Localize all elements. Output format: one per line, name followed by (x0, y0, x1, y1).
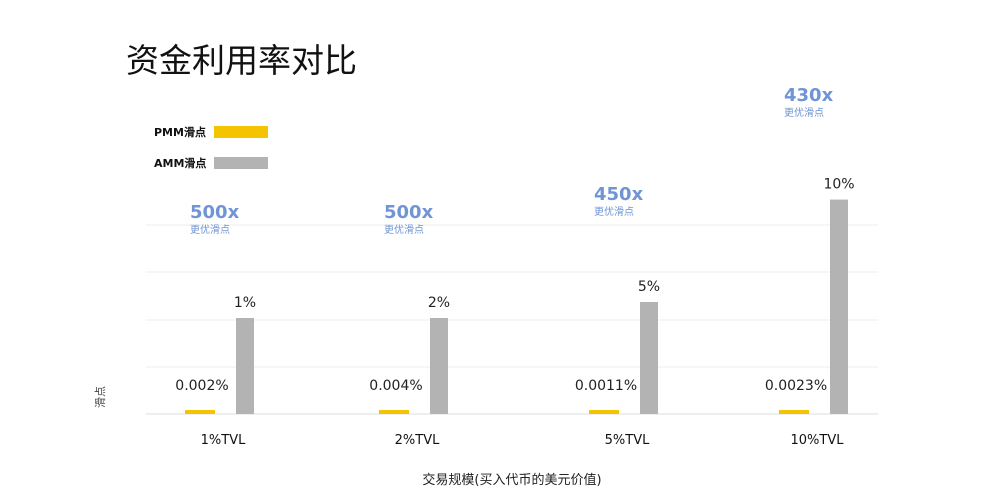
multiple-subtitle: 更优滑点 (594, 205, 634, 218)
amm-value-label: 10% (823, 177, 854, 193)
amm-bar (430, 318, 448, 414)
pmm-bar (379, 410, 409, 414)
grid-lines (146, 224, 878, 368)
x-tick-label: 10%TVL (791, 433, 845, 448)
value-labels: 0.002% 1% 0.004% 2% 0.0011% 5% 0.0023% 10% (175, 177, 854, 394)
legend-label: AMM滑点 (154, 156, 206, 170)
chart-title: 资金利用率对比 (126, 41, 357, 80)
amm-bar (236, 318, 254, 414)
bars (185, 199, 848, 414)
legend-swatch (214, 157, 268, 169)
pmm-bar (185, 410, 215, 414)
pmm-value-label: 0.004% (369, 378, 422, 394)
x-tick-label: 2%TVL (395, 433, 440, 448)
amm-bar (830, 199, 848, 414)
multiple-subtitle: 更优滑点 (384, 223, 424, 236)
pmm-value-label: 0.0023% (765, 378, 827, 394)
y-axis-label: 滑点 (94, 386, 107, 408)
pmm-value-label: 0.002% (175, 378, 228, 394)
multiple-label: 450x (594, 184, 644, 205)
legend: PMM滑点 AMM滑点 (154, 125, 268, 170)
multiple-subtitle: 更优滑点 (190, 223, 230, 236)
x-axis-label: 交易规模(买入代币的美元价值) (422, 472, 601, 488)
x-tick-labels: 1%TVL 2%TVL 5%TVL 10%TVL (201, 433, 845, 448)
legend-swatch (214, 126, 268, 138)
multiple-label: 500x (190, 202, 240, 223)
x-tick-label: 1%TVL (201, 433, 246, 448)
pmm-value-label: 0.0011% (575, 378, 637, 394)
multiple-label: 430x (784, 85, 834, 106)
pmm-bar (779, 410, 809, 414)
x-tick-label: 5%TVL (605, 433, 650, 448)
legend-label: PMM滑点 (154, 125, 206, 139)
amm-value-label: 5% (638, 279, 660, 295)
pmm-bar (589, 410, 619, 414)
amm-bar (640, 302, 658, 414)
multiple-label: 500x (384, 202, 434, 223)
multiple-subtitle: 更优滑点 (784, 106, 824, 119)
amm-value-label: 1% (234, 295, 256, 311)
amm-value-label: 2% (428, 295, 450, 311)
